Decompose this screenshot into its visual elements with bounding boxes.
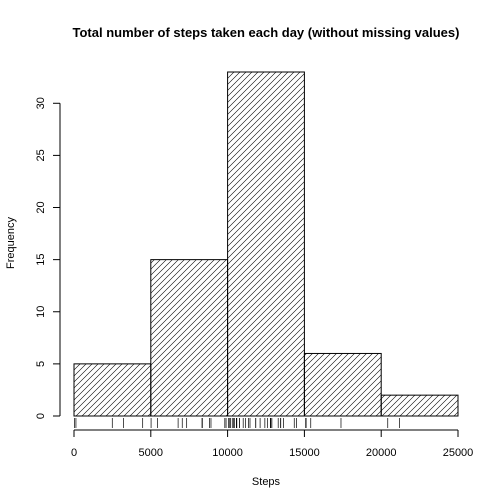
x-tick-label: 25000 [443, 447, 474, 459]
histogram-bar [151, 260, 228, 416]
y-axis-label: Frequency [5, 217, 17, 269]
histogram-bar [228, 72, 305, 416]
y-tick-label: 30 [35, 97, 47, 109]
histogram-bar [304, 353, 381, 416]
chart-title: Total number of steps taken each day (wi… [73, 25, 460, 40]
y-tick-label: 25 [35, 149, 47, 161]
x-tick-label: 0 [71, 447, 77, 459]
y-tick-label: 15 [35, 254, 47, 266]
rug-group [75, 418, 400, 428]
y-axis: 0 5 10 15 20 25 30 [35, 97, 60, 419]
histogram-bar [74, 364, 151, 416]
x-tick-label: 10000 [212, 447, 243, 459]
y-tick-label: 20 [35, 201, 47, 213]
histogram-bar [381, 395, 458, 416]
y-tick-label: 5 [35, 361, 47, 367]
x-axis-label: Steps [252, 476, 281, 488]
x-tick-label: 20000 [366, 447, 397, 459]
y-tick-label: 10 [35, 306, 47, 318]
bars-group [74, 72, 458, 416]
y-tick-label: 0 [35, 413, 47, 419]
x-tick-label: 15000 [289, 447, 320, 459]
x-tick-label: 5000 [139, 447, 163, 459]
x-axis: 0 5000 10000 15000 20000 25000 [71, 430, 473, 459]
